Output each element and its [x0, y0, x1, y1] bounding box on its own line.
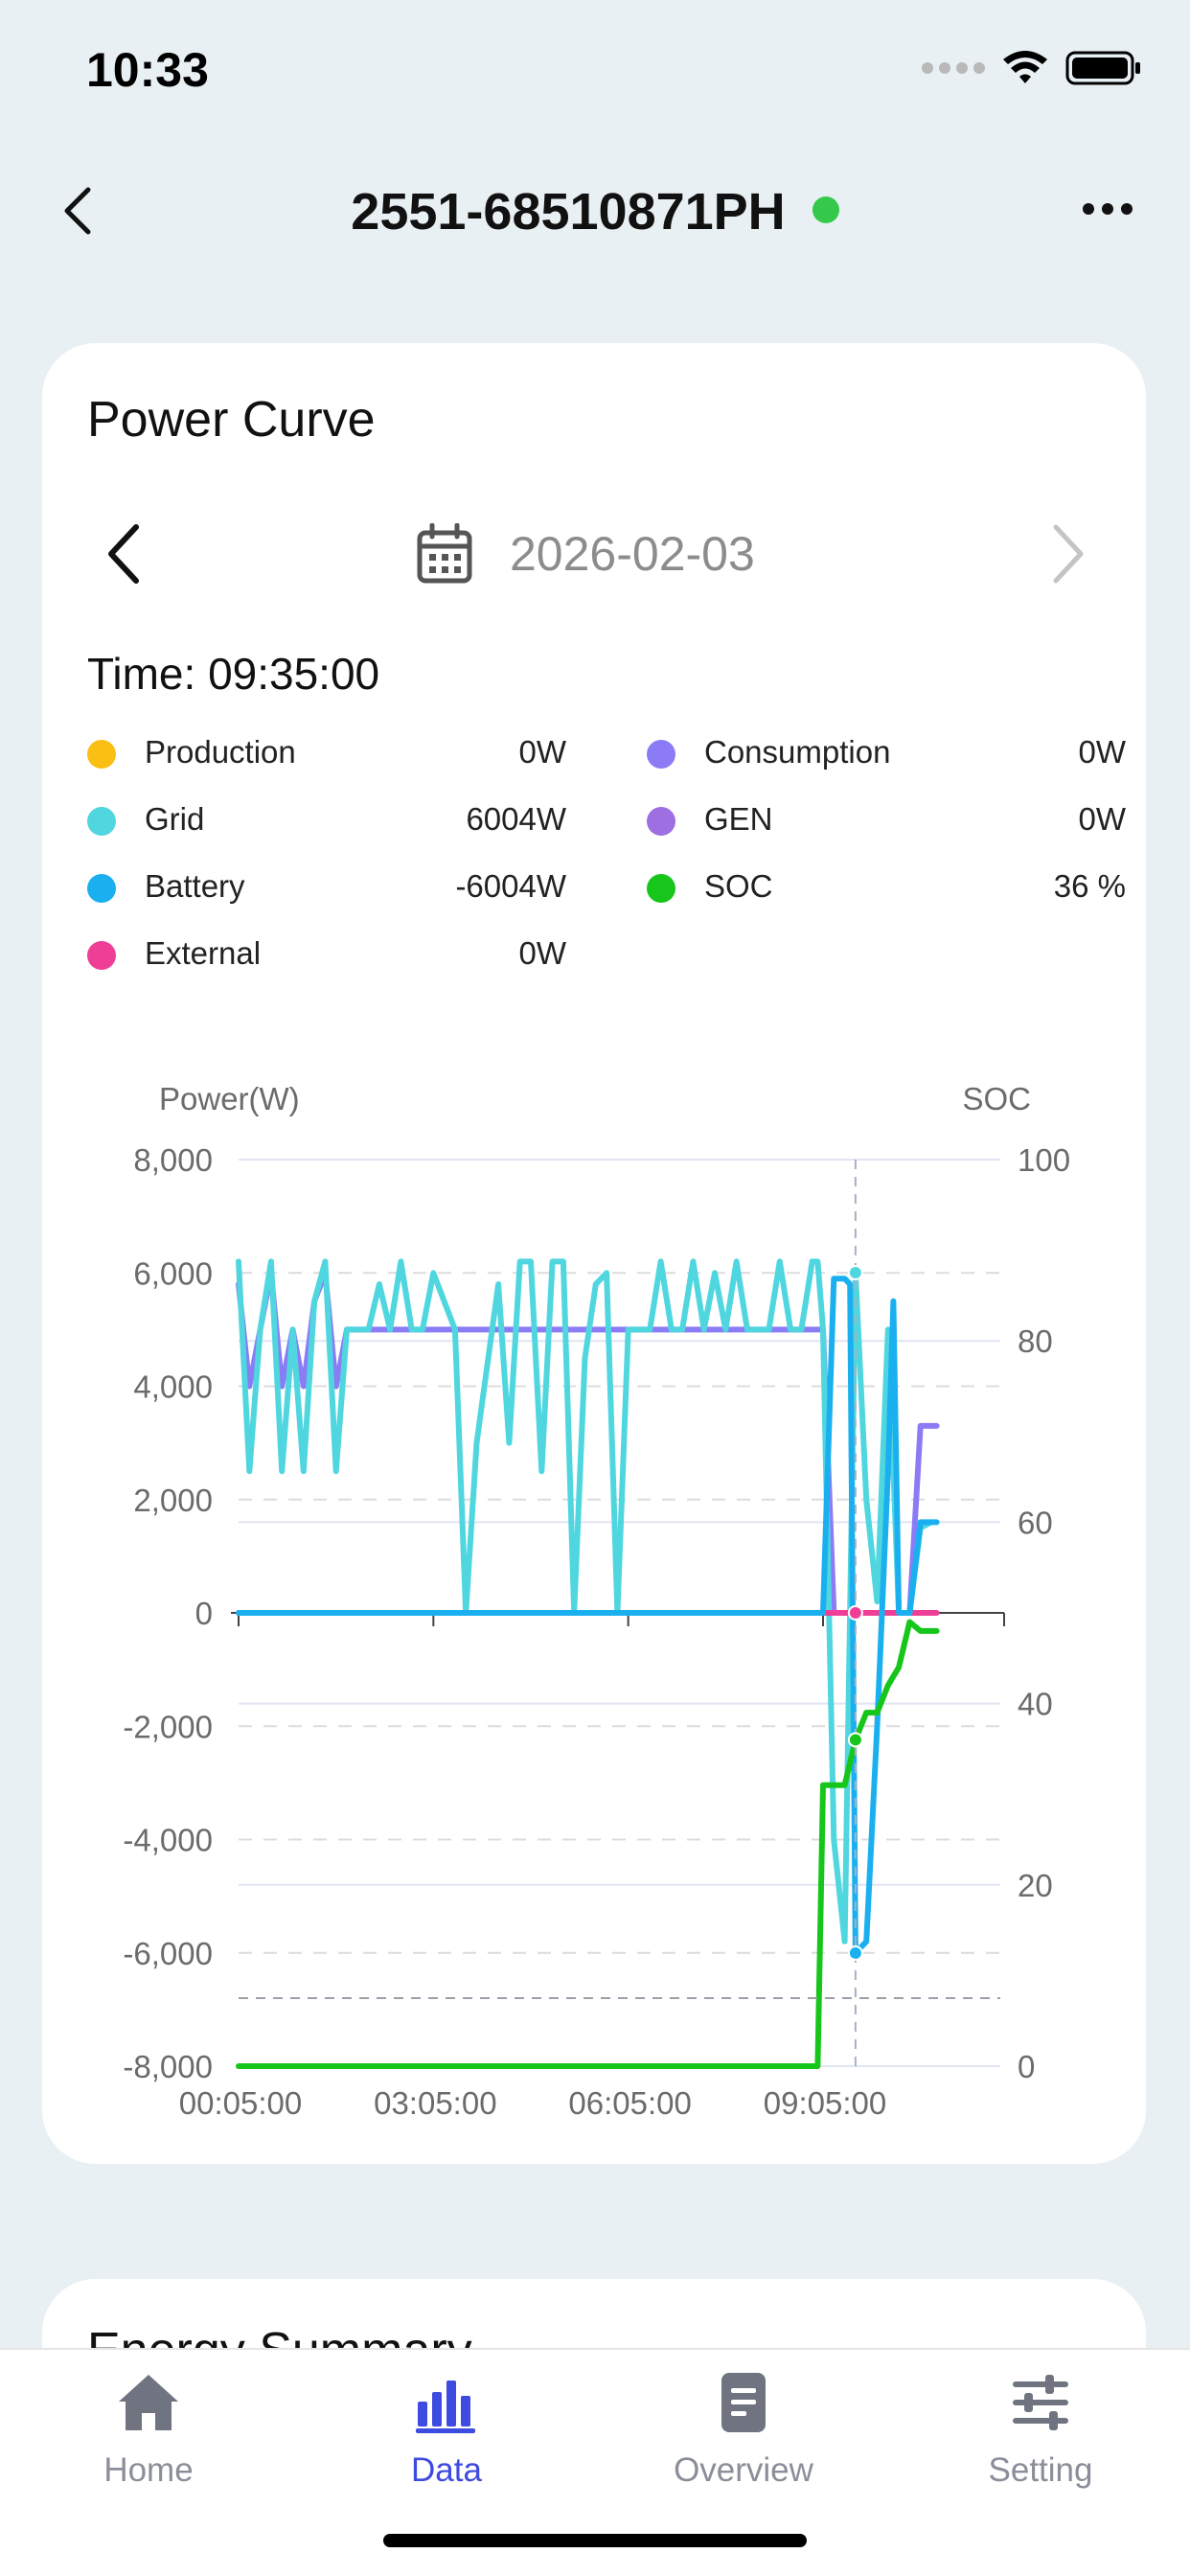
series-line-battery [236, 1276, 940, 1956]
y-left-tick-label: 2,000 [133, 1483, 213, 1518]
power-curve-chart[interactable]: 8,000 6,000 4,000 2,000 0 -2,000 -4,000 -6,000 -… [42, 1052, 1146, 2126]
legend-name: External [145, 935, 262, 971]
x-tick-label: 00:05:00 [179, 2085, 302, 2121]
cellular-signal-icon [922, 62, 985, 74]
y-left-axis-title: Power(W) [159, 1081, 300, 1116]
home-indicator [383, 2534, 807, 2547]
y-left-tick-label: -6,000 [123, 1936, 213, 1971]
tab-home[interactable]: Home [53, 2369, 244, 2513]
y-right-axis-title: SOC [962, 1081, 1031, 1116]
selected-date: 2026-02-03 [510, 527, 755, 581]
y-right-tick-label: 80 [1018, 1323, 1053, 1359]
legend-dot [87, 941, 116, 970]
legend-name: Consumption [704, 734, 891, 770]
legend-value: 36 % [1053, 868, 1126, 904]
y-right-tick-label: 100 [1018, 1142, 1070, 1178]
back-arrow-icon[interactable] [52, 182, 109, 240]
x-tick-label: 03:05:00 [374, 2085, 496, 2121]
legend-name: Grid [145, 801, 205, 837]
legend-dot [87, 874, 116, 903]
tab-label: Setting [988, 2451, 1093, 2489]
legend-value: -6004W [455, 868, 566, 904]
crosshair-point-grid [847, 1265, 863, 1281]
tab-data[interactable]: Data [351, 2369, 542, 2513]
tab-label: Home [103, 2451, 194, 2489]
x-tick-label: 06:05:00 [568, 2085, 691, 2121]
legend-value: 0W [1078, 734, 1127, 770]
status-bar: 10:33 [0, 0, 1190, 144]
y-left-tick-label: 8,000 [133, 1142, 213, 1178]
y-right-tick-label: 60 [1018, 1505, 1053, 1540]
status-icons [922, 50, 1142, 86]
legend-item-external: External 0W [87, 930, 566, 978]
legend-dot [87, 740, 116, 769]
y-left-tick-label: 6,000 [133, 1255, 213, 1291]
legend-dot [647, 740, 675, 769]
crosshair-point-battery [847, 1944, 863, 1961]
legend-name: Production [145, 734, 296, 770]
legend-name: SOC [704, 868, 773, 904]
calendar-icon [417, 523, 472, 584]
tab-setting[interactable]: Setting [945, 2369, 1136, 2513]
crosshair-point-soc [847, 1732, 863, 1748]
series-line-soc [236, 1619, 940, 2069]
legend-value: 0W [518, 935, 567, 971]
legend-item-grid: Grid 6004W [87, 795, 566, 843]
tab-label: Overview [674, 2451, 813, 2489]
tab-label: Data [411, 2451, 482, 2489]
y-right-tick-label: 0 [1018, 2049, 1035, 2084]
wifi-icon [1003, 51, 1047, 83]
legend-dot [647, 807, 675, 836]
y-left-tick-label: -4,000 [123, 1823, 213, 1858]
previous-date-icon[interactable] [96, 516, 153, 592]
power-chart-container[interactable]: 8,000 6,000 4,000 2,000 0 -2,000 -4,000 -6,000 -… [42, 1052, 1146, 2126]
sliders-icon [1013, 2375, 1068, 2430]
legend-item-production: Production 0W [87, 728, 566, 776]
y-left-tick-label: 4,000 [133, 1369, 213, 1405]
legend-item-gen: GEN 0W [647, 795, 1126, 843]
y-right-tick-label: 40 [1018, 1687, 1053, 1722]
device-title: 2551-68510871PH [0, 182, 1190, 242]
status-time: 10:33 [86, 43, 209, 97]
power-curve-card: Power Curve 2026-02-03 Time: 09:35:00 Pr… [42, 343, 1146, 2164]
document-icon [721, 2373, 766, 2432]
legend-name: Battery [145, 868, 245, 904]
nav-bar: 2551-68510871PH [0, 163, 1190, 259]
bar-chart-icon [416, 2380, 475, 2433]
legend-value: 0W [1078, 801, 1127, 837]
legend-item-consumption: Consumption 0W [647, 728, 1126, 776]
device-serial: 2551-68510871PH [351, 183, 786, 241]
y-left-tick-label: -8,000 [123, 2049, 213, 2084]
series-line-grid [236, 1258, 934, 1944]
more-options-icon[interactable] [1083, 203, 1133, 215]
x-tick-label: 09:05:00 [764, 2085, 886, 2121]
crosshair-point-external [847, 1605, 863, 1621]
online-status-dot [812, 196, 839, 223]
legend-name: GEN [704, 801, 773, 837]
legend-value: 6004W [466, 801, 566, 837]
power-curve-title: Power Curve [87, 392, 376, 448]
legend-item-soc: SOC 36 % [647, 862, 1126, 910]
legend-dot [87, 807, 116, 836]
battery-icon [1065, 51, 1140, 85]
next-date-icon[interactable] [1039, 516, 1096, 592]
legend-item-battery: Battery -6004W [87, 862, 566, 910]
y-right-tick-label: 20 [1018, 1868, 1053, 1903]
selected-time: Time: 09:35:00 [87, 649, 380, 699]
y-left-tick-label: -2,000 [123, 1709, 213, 1744]
date-picker[interactable]: 2026-02-03 [416, 523, 755, 585]
tab-overview[interactable]: Overview [648, 2369, 839, 2513]
home-icon [119, 2375, 178, 2430]
legend-dot [647, 874, 675, 903]
legend-value: 0W [518, 734, 567, 770]
y-left-tick-label: 0 [195, 1596, 213, 1631]
